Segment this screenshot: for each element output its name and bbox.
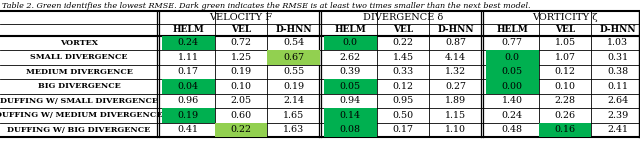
Bar — [539, 122, 591, 137]
Text: 2.64: 2.64 — [607, 96, 628, 105]
Text: VEL: VEL — [393, 25, 413, 34]
Text: 0.96: 0.96 — [178, 96, 199, 105]
Text: 0.10: 0.10 — [554, 82, 575, 91]
Text: 1.32: 1.32 — [445, 67, 466, 76]
Text: 0.17: 0.17 — [392, 125, 413, 134]
Text: 0.55: 0.55 — [283, 67, 304, 76]
Text: 0.87: 0.87 — [445, 38, 466, 47]
Bar — [486, 79, 539, 93]
Text: 0.22: 0.22 — [392, 38, 413, 47]
Text: 0.60: 0.60 — [230, 111, 252, 120]
Bar — [324, 122, 377, 137]
Text: 0.77: 0.77 — [502, 38, 523, 47]
Text: HELM: HELM — [172, 25, 204, 34]
Text: 0.95: 0.95 — [392, 96, 413, 105]
Text: 0.0: 0.0 — [505, 53, 520, 62]
Text: 0.39: 0.39 — [340, 67, 361, 76]
Text: D-HNN: D-HNN — [275, 25, 312, 34]
Text: DUFFING W/ SMALL DIVERGENCE: DUFFING W/ SMALL DIVERGENCE — [0, 97, 158, 105]
Text: MEDIUM DIVERGENCE: MEDIUM DIVERGENCE — [26, 68, 132, 76]
Text: 0.12: 0.12 — [392, 82, 413, 91]
Text: 0.94: 0.94 — [340, 96, 361, 105]
Text: 0.19: 0.19 — [178, 111, 199, 120]
Text: 0.48: 0.48 — [502, 125, 523, 134]
Text: 0.33: 0.33 — [392, 67, 413, 76]
Text: 1.07: 1.07 — [554, 53, 575, 62]
Text: 1.03: 1.03 — [607, 38, 628, 47]
Bar — [268, 50, 320, 65]
Bar — [162, 36, 214, 50]
Text: VELOCITY F: VELOCITY F — [209, 13, 273, 22]
Text: 1.65: 1.65 — [283, 111, 304, 120]
Bar — [324, 36, 377, 50]
Text: 0.08: 0.08 — [340, 125, 361, 134]
Text: D-HNN: D-HNN — [437, 25, 474, 34]
Text: SMALL DIVERGENCE: SMALL DIVERGENCE — [30, 53, 128, 61]
Text: HELM: HELM — [497, 25, 528, 34]
Text: DIVERGENCE δ: DIVERGENCE δ — [363, 13, 443, 22]
Text: 1.45: 1.45 — [392, 53, 413, 62]
Text: 0.50: 0.50 — [392, 111, 413, 120]
Text: 1.15: 1.15 — [445, 111, 466, 120]
Bar — [486, 65, 539, 79]
Text: 1.11: 1.11 — [178, 53, 199, 62]
Text: 2.41: 2.41 — [607, 125, 628, 134]
Text: 0.10: 0.10 — [230, 82, 252, 91]
Bar — [162, 79, 214, 93]
Text: 0.31: 0.31 — [607, 53, 628, 62]
Text: VORTICITY ζ: VORTICITY ζ — [532, 13, 598, 22]
Text: 0.0: 0.0 — [343, 38, 358, 47]
Text: 0.24: 0.24 — [178, 38, 199, 47]
Text: BIG DIVERGENCE: BIG DIVERGENCE — [38, 82, 120, 90]
Text: 1.10: 1.10 — [445, 125, 466, 134]
Text: 1.89: 1.89 — [445, 96, 466, 105]
Text: 1.05: 1.05 — [554, 38, 575, 47]
Text: HELM: HELM — [335, 25, 366, 34]
Text: 4.14: 4.14 — [445, 53, 466, 62]
Text: 0.19: 0.19 — [230, 67, 252, 76]
Text: 0.16: 0.16 — [554, 125, 575, 134]
Text: 0.41: 0.41 — [178, 125, 199, 134]
Text: 0.54: 0.54 — [283, 38, 304, 47]
Text: 0.17: 0.17 — [178, 67, 199, 76]
Text: 1.63: 1.63 — [283, 125, 304, 134]
Text: 0.38: 0.38 — [607, 67, 628, 76]
Bar — [324, 79, 377, 93]
Text: 0.19: 0.19 — [283, 82, 304, 91]
Text: DUFFING W/ BIG DIVERGENCE: DUFFING W/ BIG DIVERGENCE — [8, 126, 150, 134]
Text: 0.11: 0.11 — [607, 82, 628, 91]
Text: 0.12: 0.12 — [554, 67, 575, 76]
Text: 2.05: 2.05 — [230, 96, 252, 105]
Text: 2.14: 2.14 — [283, 96, 304, 105]
Bar — [162, 108, 214, 122]
Text: D-HNN: D-HNN — [599, 25, 636, 34]
Text: VEL: VEL — [555, 25, 575, 34]
Text: 0.00: 0.00 — [502, 82, 523, 91]
Bar — [486, 50, 539, 65]
Text: 0.14: 0.14 — [340, 111, 361, 120]
Text: DUFFING W/ MEDIUM DIVERGENCE: DUFFING W/ MEDIUM DIVERGENCE — [0, 111, 163, 119]
Text: 0.72: 0.72 — [230, 38, 252, 47]
Text: 2.39: 2.39 — [607, 111, 628, 120]
Text: 0.04: 0.04 — [178, 82, 199, 91]
Text: 0.05: 0.05 — [340, 82, 361, 91]
Text: 0.27: 0.27 — [445, 82, 466, 91]
Bar — [214, 122, 268, 137]
Text: 0.67: 0.67 — [283, 53, 304, 62]
Text: 2.28: 2.28 — [554, 96, 575, 105]
Text: 1.25: 1.25 — [230, 53, 252, 62]
Text: VORTEX: VORTEX — [60, 39, 98, 47]
Text: VEL: VEL — [231, 25, 251, 34]
Text: 0.26: 0.26 — [554, 111, 575, 120]
Text: Table 2. Green identifies the lowest RMSE. Dark green indicates the RMSE is at l: Table 2. Green identifies the lowest RMS… — [2, 2, 531, 10]
Bar — [324, 108, 377, 122]
Text: 2.62: 2.62 — [340, 53, 361, 62]
Text: 0.24: 0.24 — [502, 111, 523, 120]
Text: 0.05: 0.05 — [502, 67, 523, 76]
Text: 0.22: 0.22 — [230, 125, 252, 134]
Text: 1.40: 1.40 — [502, 96, 523, 105]
